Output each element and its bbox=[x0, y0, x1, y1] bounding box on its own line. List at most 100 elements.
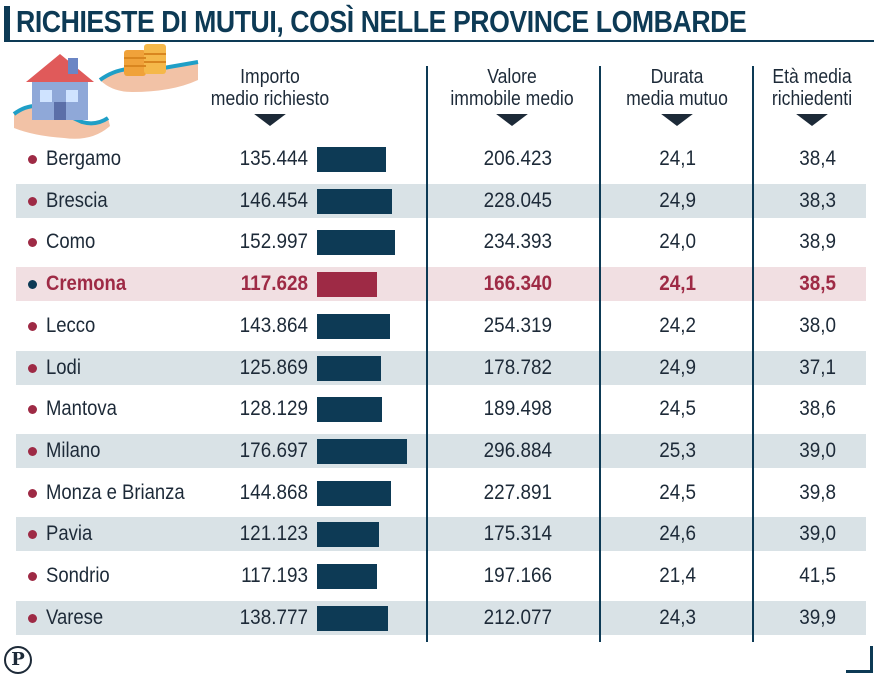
table-row: Milano 176.697 296.884 25,3 39,0 bbox=[16, 434, 866, 468]
header-durata: Durata media mutuo bbox=[611, 66, 743, 126]
importo-bar bbox=[317, 564, 377, 589]
header-importo-arrow-icon bbox=[254, 114, 286, 126]
bullet-dot-icon bbox=[28, 614, 37, 623]
column-divider bbox=[752, 66, 754, 642]
header-valore: Valore immobile medio bbox=[442, 66, 583, 126]
bullet-dot-icon bbox=[28, 238, 37, 247]
table-row: Lecco 143.864 254.319 24,2 38,0 bbox=[16, 309, 866, 343]
province-name: Cremona bbox=[46, 272, 127, 295]
importo-bar bbox=[317, 397, 382, 422]
importo-value: 135.444 bbox=[239, 147, 308, 170]
valore-value: 296.884 bbox=[483, 439, 552, 462]
valore-value: 254.319 bbox=[483, 314, 552, 337]
importo-bar bbox=[317, 230, 395, 255]
province-name: Mantova bbox=[46, 397, 117, 420]
header-eta-line1: Età media bbox=[772, 66, 852, 88]
table-row: Varese 138.777 212.077 24,3 39,9 bbox=[16, 601, 866, 635]
province-name: Varese bbox=[46, 606, 104, 629]
table-row: Lodi 125.869 178.782 24,9 37,1 bbox=[16, 351, 866, 385]
importo-value: 125.869 bbox=[239, 356, 308, 379]
importo-value: 138.777 bbox=[239, 606, 308, 629]
province-name: Bergamo bbox=[46, 147, 121, 170]
bullet-dot-icon bbox=[28, 530, 37, 539]
header-durata-line1: Durata bbox=[650, 66, 704, 88]
house-in-hands-icon bbox=[12, 44, 199, 139]
importo-bar bbox=[317, 272, 377, 297]
importo-value: 117.628 bbox=[240, 272, 308, 295]
header-valore-arrow-icon bbox=[496, 114, 528, 126]
importo-bar bbox=[317, 522, 379, 547]
valore-value: 178.782 bbox=[483, 356, 552, 379]
importo-bar bbox=[317, 189, 392, 214]
importo-bar bbox=[317, 439, 407, 464]
importo-value: 117.193 bbox=[241, 564, 308, 587]
province-name: Lodi bbox=[46, 356, 81, 379]
column-divider bbox=[426, 66, 428, 642]
durata-value: 24,1 bbox=[659, 147, 696, 170]
eta-value: 39,8 bbox=[799, 481, 836, 504]
bullet-dot-icon bbox=[28, 322, 37, 331]
header-importo: Importo medio richiesto bbox=[200, 66, 341, 126]
valore-value: 212.077 bbox=[483, 606, 552, 629]
bullet-dot-icon bbox=[28, 405, 37, 414]
importo-value: 176.697 bbox=[239, 439, 308, 462]
valore-value: 228.045 bbox=[483, 189, 552, 212]
header-eta-arrow-icon bbox=[796, 114, 828, 126]
table-row: Pavia 121.123 175.314 24,6 39,0 bbox=[16, 517, 866, 551]
durata-value: 24,1 bbox=[659, 272, 696, 295]
importo-bar bbox=[317, 606, 388, 631]
eta-value: 37,1 bbox=[799, 356, 836, 379]
eta-value: 38,9 bbox=[799, 230, 836, 253]
chart-title: RICHIESTE DI MUTUI, COSÌ NELLE PROVINCE … bbox=[16, 4, 747, 39]
table-row: Monza e Brianza 144.868 227.891 24,5 39,8 bbox=[16, 476, 866, 510]
header-importo-line1: Importo bbox=[240, 66, 300, 88]
durata-value: 24,2 bbox=[659, 314, 696, 337]
header-durata-line2: media mutuo bbox=[626, 88, 728, 110]
province-name: Como bbox=[46, 230, 96, 253]
header-importo-line2: medio richiesto bbox=[210, 88, 330, 110]
valore-value: 197.166 bbox=[483, 564, 552, 587]
header-eta-line2: richiedenti bbox=[771, 88, 853, 110]
eta-value: 39,0 bbox=[799, 522, 836, 545]
bullet-dot-icon bbox=[28, 280, 37, 289]
durata-value: 21,4 bbox=[659, 564, 696, 587]
importo-value: 128.129 bbox=[239, 397, 308, 420]
table-row: Como 152.997 234.393 24,0 38,9 bbox=[16, 225, 866, 259]
valore-value: 175.314 bbox=[483, 522, 552, 545]
eta-value: 38,4 bbox=[799, 147, 836, 170]
importo-value: 121.123 bbox=[239, 522, 308, 545]
importo-value: 143.864 bbox=[239, 314, 308, 337]
title-accent-bar bbox=[4, 6, 10, 40]
valore-value: 206.423 bbox=[483, 147, 552, 170]
title-underline bbox=[4, 40, 874, 42]
header-valore-line2: immobile medio bbox=[450, 88, 574, 110]
durata-value: 24,6 bbox=[659, 522, 696, 545]
durata-value: 25,3 bbox=[659, 439, 696, 462]
valore-value: 227.891 bbox=[483, 481, 552, 504]
province-name: Lecco bbox=[46, 314, 96, 337]
corner-mark bbox=[846, 646, 873, 673]
importo-bar bbox=[317, 314, 390, 339]
eta-value: 39,0 bbox=[799, 439, 836, 462]
valore-value: 166.340 bbox=[483, 272, 552, 295]
province-name: Monza e Brianza bbox=[46, 481, 185, 504]
bullet-dot-icon bbox=[28, 489, 37, 498]
eta-value: 39,9 bbox=[799, 606, 836, 629]
bullet-dot-icon bbox=[28, 155, 37, 164]
publisher-logo-icon: P bbox=[4, 646, 32, 674]
eta-value: 38,3 bbox=[799, 189, 836, 212]
durata-value: 24,9 bbox=[659, 356, 696, 379]
bullet-dot-icon bbox=[28, 197, 37, 206]
province-name: Milano bbox=[46, 439, 101, 462]
province-name: Sondrio bbox=[46, 564, 110, 587]
valore-value: 234.393 bbox=[483, 230, 552, 253]
importo-bar bbox=[317, 481, 391, 506]
bullet-dot-icon bbox=[28, 364, 37, 373]
durata-value: 24,9 bbox=[659, 189, 696, 212]
table-row: Sondrio 117.193 197.166 21,4 41,5 bbox=[16, 559, 866, 593]
eta-value: 38,0 bbox=[799, 314, 836, 337]
importo-value: 152.997 bbox=[239, 230, 308, 253]
durata-value: 24,5 bbox=[659, 397, 696, 420]
table-row: Brescia 146.454 228.045 24,9 38,3 bbox=[16, 184, 866, 218]
bullet-dot-icon bbox=[28, 447, 37, 456]
